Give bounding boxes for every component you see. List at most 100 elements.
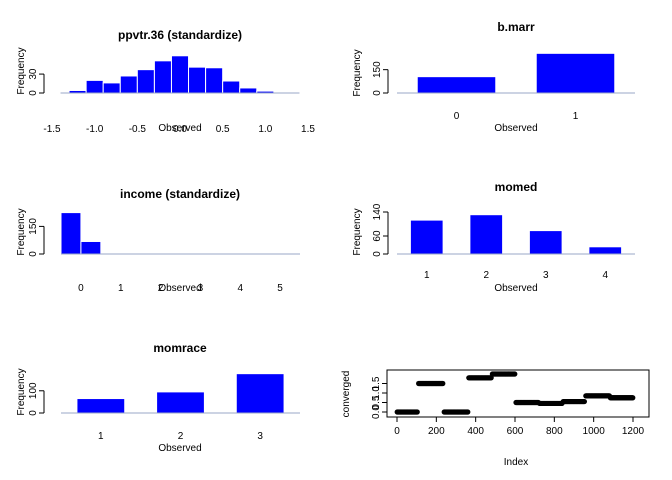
y-tick-label: 0.5 (371, 395, 382, 409)
x-tick-label: -1.5 (43, 124, 61, 135)
x-axis-label: Index (504, 457, 528, 468)
x-tick-label: 3 (198, 283, 204, 294)
data-point (465, 409, 471, 415)
x-tick-label: 0 (78, 283, 84, 294)
histogram-ppvtr36: ppvtr.36 (standardize) -1.5 -1.0 -0.5 0.0 0.… (16, 28, 315, 135)
scatter-converged: 0 200 400 600 800 1000 1200 0.00.51.01.5 Index… (341, 369, 650, 468)
y-axis: 0 100 (28, 382, 45, 416)
x-tick-label: 0.5 (216, 124, 230, 135)
data-point (414, 409, 420, 415)
histogram-bar (170, 55, 190, 94)
histogram-bar (85, 79, 104, 94)
x-tick-label: 200 (428, 426, 445, 437)
bar (535, 52, 616, 94)
y-axis-label: Frequency (16, 368, 27, 415)
histogram-bar (80, 240, 102, 255)
x-tick-label: -0.5 (129, 124, 147, 135)
y-tick-label: 150 (372, 61, 383, 78)
bar (76, 398, 126, 414)
y-tick-label: 100 (28, 382, 39, 399)
x-tick-label: 1 (118, 283, 124, 294)
y-tick-label: 0 (28, 410, 39, 416)
chart-title: momed (495, 180, 538, 194)
y-axis: 0 30 (28, 68, 45, 96)
x-category-label: 0 (454, 111, 460, 122)
x-tick-label: 600 (507, 426, 524, 437)
y-axis-label: Frequency (16, 208, 27, 255)
x-axis: 0 1 2 3 4 5 (78, 283, 283, 294)
bars (397, 52, 635, 94)
x-tick-label: 5 (277, 283, 283, 294)
data-point (581, 398, 588, 405)
x-tick-label: 400 (467, 426, 484, 437)
x-tick-label: 0 (394, 426, 400, 437)
histogram-bar (102, 82, 121, 94)
chart-title: income (standardize) (120, 187, 240, 201)
x-axis: 1 2 3 (98, 431, 263, 442)
x-axis-label: Observed (494, 123, 537, 134)
y-tick-label: 0 (28, 251, 39, 257)
bar (469, 214, 504, 255)
x-axis-label: Observed (158, 123, 201, 134)
chart-title: momrace (153, 341, 207, 355)
x-category-label: 4 (602, 270, 608, 281)
y-tick-label: 1.5 (371, 376, 382, 390)
y-axis: 0 150 (28, 218, 45, 257)
points (394, 371, 636, 415)
bars (397, 214, 635, 255)
y-axis-label: converged (341, 371, 352, 418)
barplot-momrace: momrace 1 2 3 0 100 Observed Frequency (16, 341, 300, 454)
x-axis-label: Observed (494, 283, 537, 294)
data-point (630, 395, 636, 401)
x-category-label: 3 (543, 270, 549, 281)
bar (588, 246, 623, 255)
x-axis: -1.5 -1.0 -0.5 0.0 0.5 1.0 1.5 (43, 124, 315, 135)
histogram-income: income (standardize) 0 1 2 3 4 5 0 150 Observe… (16, 187, 300, 294)
x-category-label: 1 (573, 111, 579, 122)
y-tick-label: 1.0 (371, 386, 382, 400)
x-axis-label: Observed (158, 443, 201, 454)
histogram-bar (60, 212, 82, 255)
histogram-bar (205, 67, 224, 94)
x-axis: 0 200 400 600 800 1000 1200 (394, 416, 645, 437)
y-tick-label: 30 (28, 68, 39, 80)
histogram-bar (222, 80, 241, 94)
x-tick-label: 4 (237, 283, 243, 294)
y-axis: 0 60 140 (372, 203, 389, 257)
data-point (440, 380, 446, 387)
histogram-bar (119, 75, 138, 94)
x-tick-label: -1.0 (86, 124, 104, 135)
y-axis-label: Frequency (352, 208, 363, 255)
x-tick-label: 1.5 (301, 124, 315, 135)
bars (60, 55, 300, 94)
chart-title: b.marr (497, 20, 535, 34)
x-tick-label: 800 (546, 426, 563, 437)
y-tick-label: 60 (372, 230, 383, 242)
x-category-label: 1 (98, 431, 104, 442)
y-tick-label: 0 (28, 90, 39, 96)
bars (61, 373, 300, 414)
histogram-bar (136, 69, 155, 94)
y-tick-label: 0.0 (371, 405, 382, 419)
x-tick-label: 1000 (583, 426, 606, 437)
y-axis: 0 150 (372, 61, 389, 96)
x-category-label: 1 (424, 270, 430, 281)
bar (156, 391, 205, 414)
x-category-label: 2 (178, 431, 184, 442)
x-axis-label: Observed (158, 283, 201, 294)
x-tick-label: 1200 (622, 426, 645, 437)
barplot-momed: momed 1 2 3 4 0 60 140 Observed Frequency (352, 180, 635, 294)
data-point (512, 371, 518, 377)
bar (416, 76, 497, 94)
y-axis-label: Frequency (16, 47, 27, 94)
bar (409, 219, 444, 255)
x-tick-label: 1.0 (258, 124, 272, 135)
x-tick-label: 0.0 (173, 124, 187, 135)
histogram-bar (153, 60, 172, 94)
y-tick-label: 0 (372, 251, 383, 257)
x-category-label: 2 (483, 270, 489, 281)
bars (60, 212, 300, 255)
